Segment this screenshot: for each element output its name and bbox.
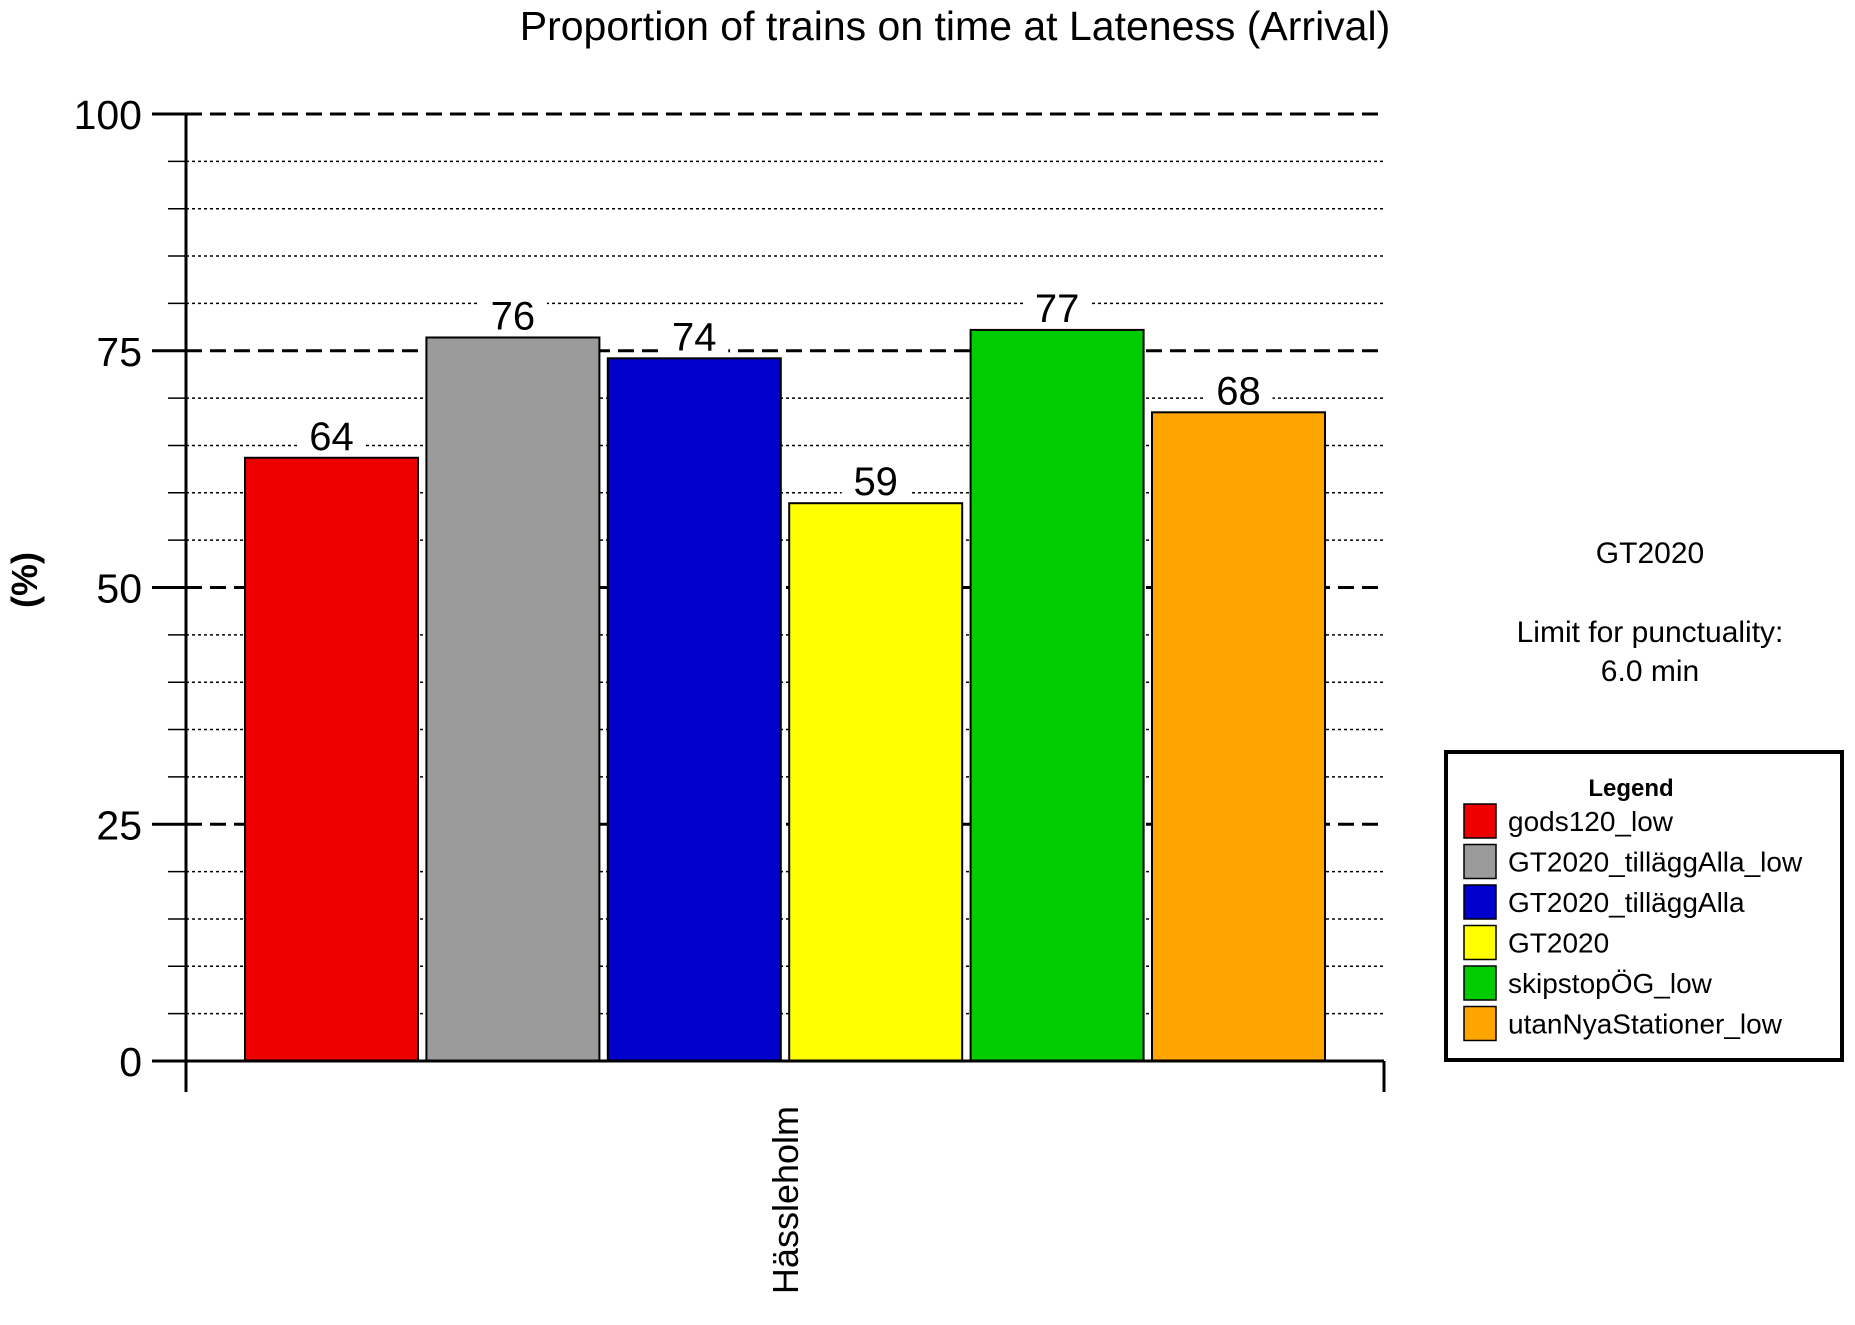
bar — [788, 502, 964, 1063]
legend-swatch — [1463, 924, 1497, 961]
value-label: 68 — [1216, 369, 1261, 413]
category-label: Hässleholm — [765, 1106, 806, 1294]
bar — [244, 456, 419, 1062]
value-label: 74 — [672, 315, 717, 359]
y-axis-ticks: 0 25 50 75 100 — [74, 92, 186, 1085]
value-label-background — [1023, 291, 1092, 328]
bar — [1151, 411, 1326, 1062]
chart-title: Proportion of trains on time at Lateness… — [520, 3, 1391, 49]
legend-swatch — [1463, 884, 1497, 920]
legend-swatch — [1463, 803, 1497, 839]
value-label-background — [841, 465, 910, 502]
y-tick-label: 50 — [96, 566, 142, 612]
y-axis-label: (%) — [4, 552, 45, 608]
value-label-background — [1204, 374, 1273, 411]
bar — [606, 357, 782, 1062]
legend-item-label: skipstopÖG_low — [1508, 968, 1713, 999]
legend-swatch — [1463, 843, 1497, 880]
bar — [969, 328, 1145, 1062]
legend-item-label: GT2020_tilläggAlla_low — [1508, 847, 1803, 878]
legend-title: Legend — [1588, 775, 1673, 802]
legend-swatch — [1463, 1005, 1497, 1042]
legend: Legend gods120_low GT2020_tilläggAlla_low… — [1444, 750, 1844, 1062]
value-label: 77 — [1035, 287, 1080, 331]
legend-item-label: GT2020_tilläggAlla — [1508, 887, 1745, 918]
value-labels: 64 76 74 59 77 68 — [297, 287, 1273, 504]
legend-items: gods120_low GT2020_tilläggAlla_low GT2020_… — [1463, 803, 1803, 1042]
value-label: 76 — [491, 294, 536, 338]
bars — [244, 328, 1326, 1063]
y-tick-label: 25 — [96, 802, 142, 848]
legend-item-label: utanNyaStationer_low — [1508, 1009, 1783, 1040]
category-labels: Hässleholm — [765, 1106, 806, 1294]
value-label-background — [478, 299, 547, 336]
value-label-background — [297, 419, 366, 456]
value-label: 64 — [309, 415, 354, 459]
y-tick-label: 0 — [119, 1039, 142, 1085]
y-tick-label: 100 — [74, 92, 142, 138]
legend-item-label: gods120_low — [1508, 806, 1674, 837]
value-label: 59 — [853, 460, 898, 504]
limit-value: 6.0 min — [1601, 655, 1699, 688]
legend-swatch — [1463, 965, 1497, 1001]
limit-label: Limit for punctuality: — [1517, 616, 1784, 649]
y-tick-label: 75 — [96, 329, 142, 375]
legend-item-label: GT2020 — [1508, 928, 1609, 959]
bar — [425, 336, 601, 1062]
value-label-background — [660, 320, 729, 357]
timetable-note: GT2020 — [1596, 537, 1704, 570]
legend-box — [1444, 750, 1844, 1062]
